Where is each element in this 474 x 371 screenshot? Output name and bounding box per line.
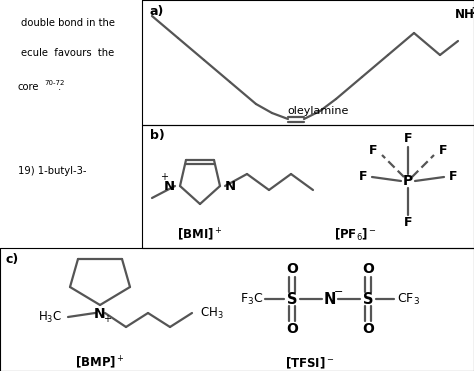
Text: S: S	[363, 292, 373, 306]
Text: H$_3$C: H$_3$C	[38, 309, 62, 325]
Text: double bond in the: double bond in the	[21, 18, 115, 28]
Text: O: O	[286, 262, 298, 276]
Text: +: +	[160, 172, 168, 182]
Text: F: F	[439, 144, 447, 157]
Text: N: N	[324, 292, 336, 306]
Text: [BMP]$^+$: [BMP]$^+$	[75, 355, 125, 371]
Text: N: N	[225, 180, 236, 193]
Text: O: O	[286, 322, 298, 336]
Text: CF$_3$: CF$_3$	[397, 292, 419, 306]
Text: ecule  favours  the: ecule favours the	[21, 48, 115, 58]
Text: [PF$_6$]$^-$: [PF$_6$]$^-$	[334, 227, 376, 243]
Text: a): a)	[150, 6, 164, 19]
Text: N: N	[94, 307, 106, 321]
Text: +: +	[103, 314, 111, 324]
Text: F: F	[449, 171, 457, 184]
Text: O: O	[362, 262, 374, 276]
Text: core: core	[18, 82, 39, 92]
Text: S: S	[287, 292, 297, 306]
Text: N: N	[164, 180, 175, 193]
Text: O: O	[362, 322, 374, 336]
Text: F: F	[369, 144, 377, 157]
Text: F$_3$C: F$_3$C	[240, 292, 264, 306]
Text: 70-72: 70-72	[44, 80, 64, 86]
Text: P: P	[403, 174, 413, 188]
Text: F: F	[404, 217, 412, 230]
Text: CH$_3$: CH$_3$	[200, 305, 224, 321]
Text: NH: NH	[455, 7, 474, 20]
Text: 2: 2	[471, 7, 474, 16]
Text: oleylamine: oleylamine	[287, 106, 349, 116]
Text: b): b)	[150, 128, 165, 141]
Text: 19) 1-butyl-3-: 19) 1-butyl-3-	[18, 166, 86, 176]
Text: [TFSI]$^-$: [TFSI]$^-$	[285, 355, 335, 371]
Text: F: F	[404, 132, 412, 145]
Text: c): c)	[6, 253, 19, 266]
Text: .: .	[58, 82, 61, 92]
Text: [BMI]$^+$: [BMI]$^+$	[177, 227, 223, 243]
Text: −: −	[334, 287, 344, 297]
Text: F: F	[359, 171, 367, 184]
